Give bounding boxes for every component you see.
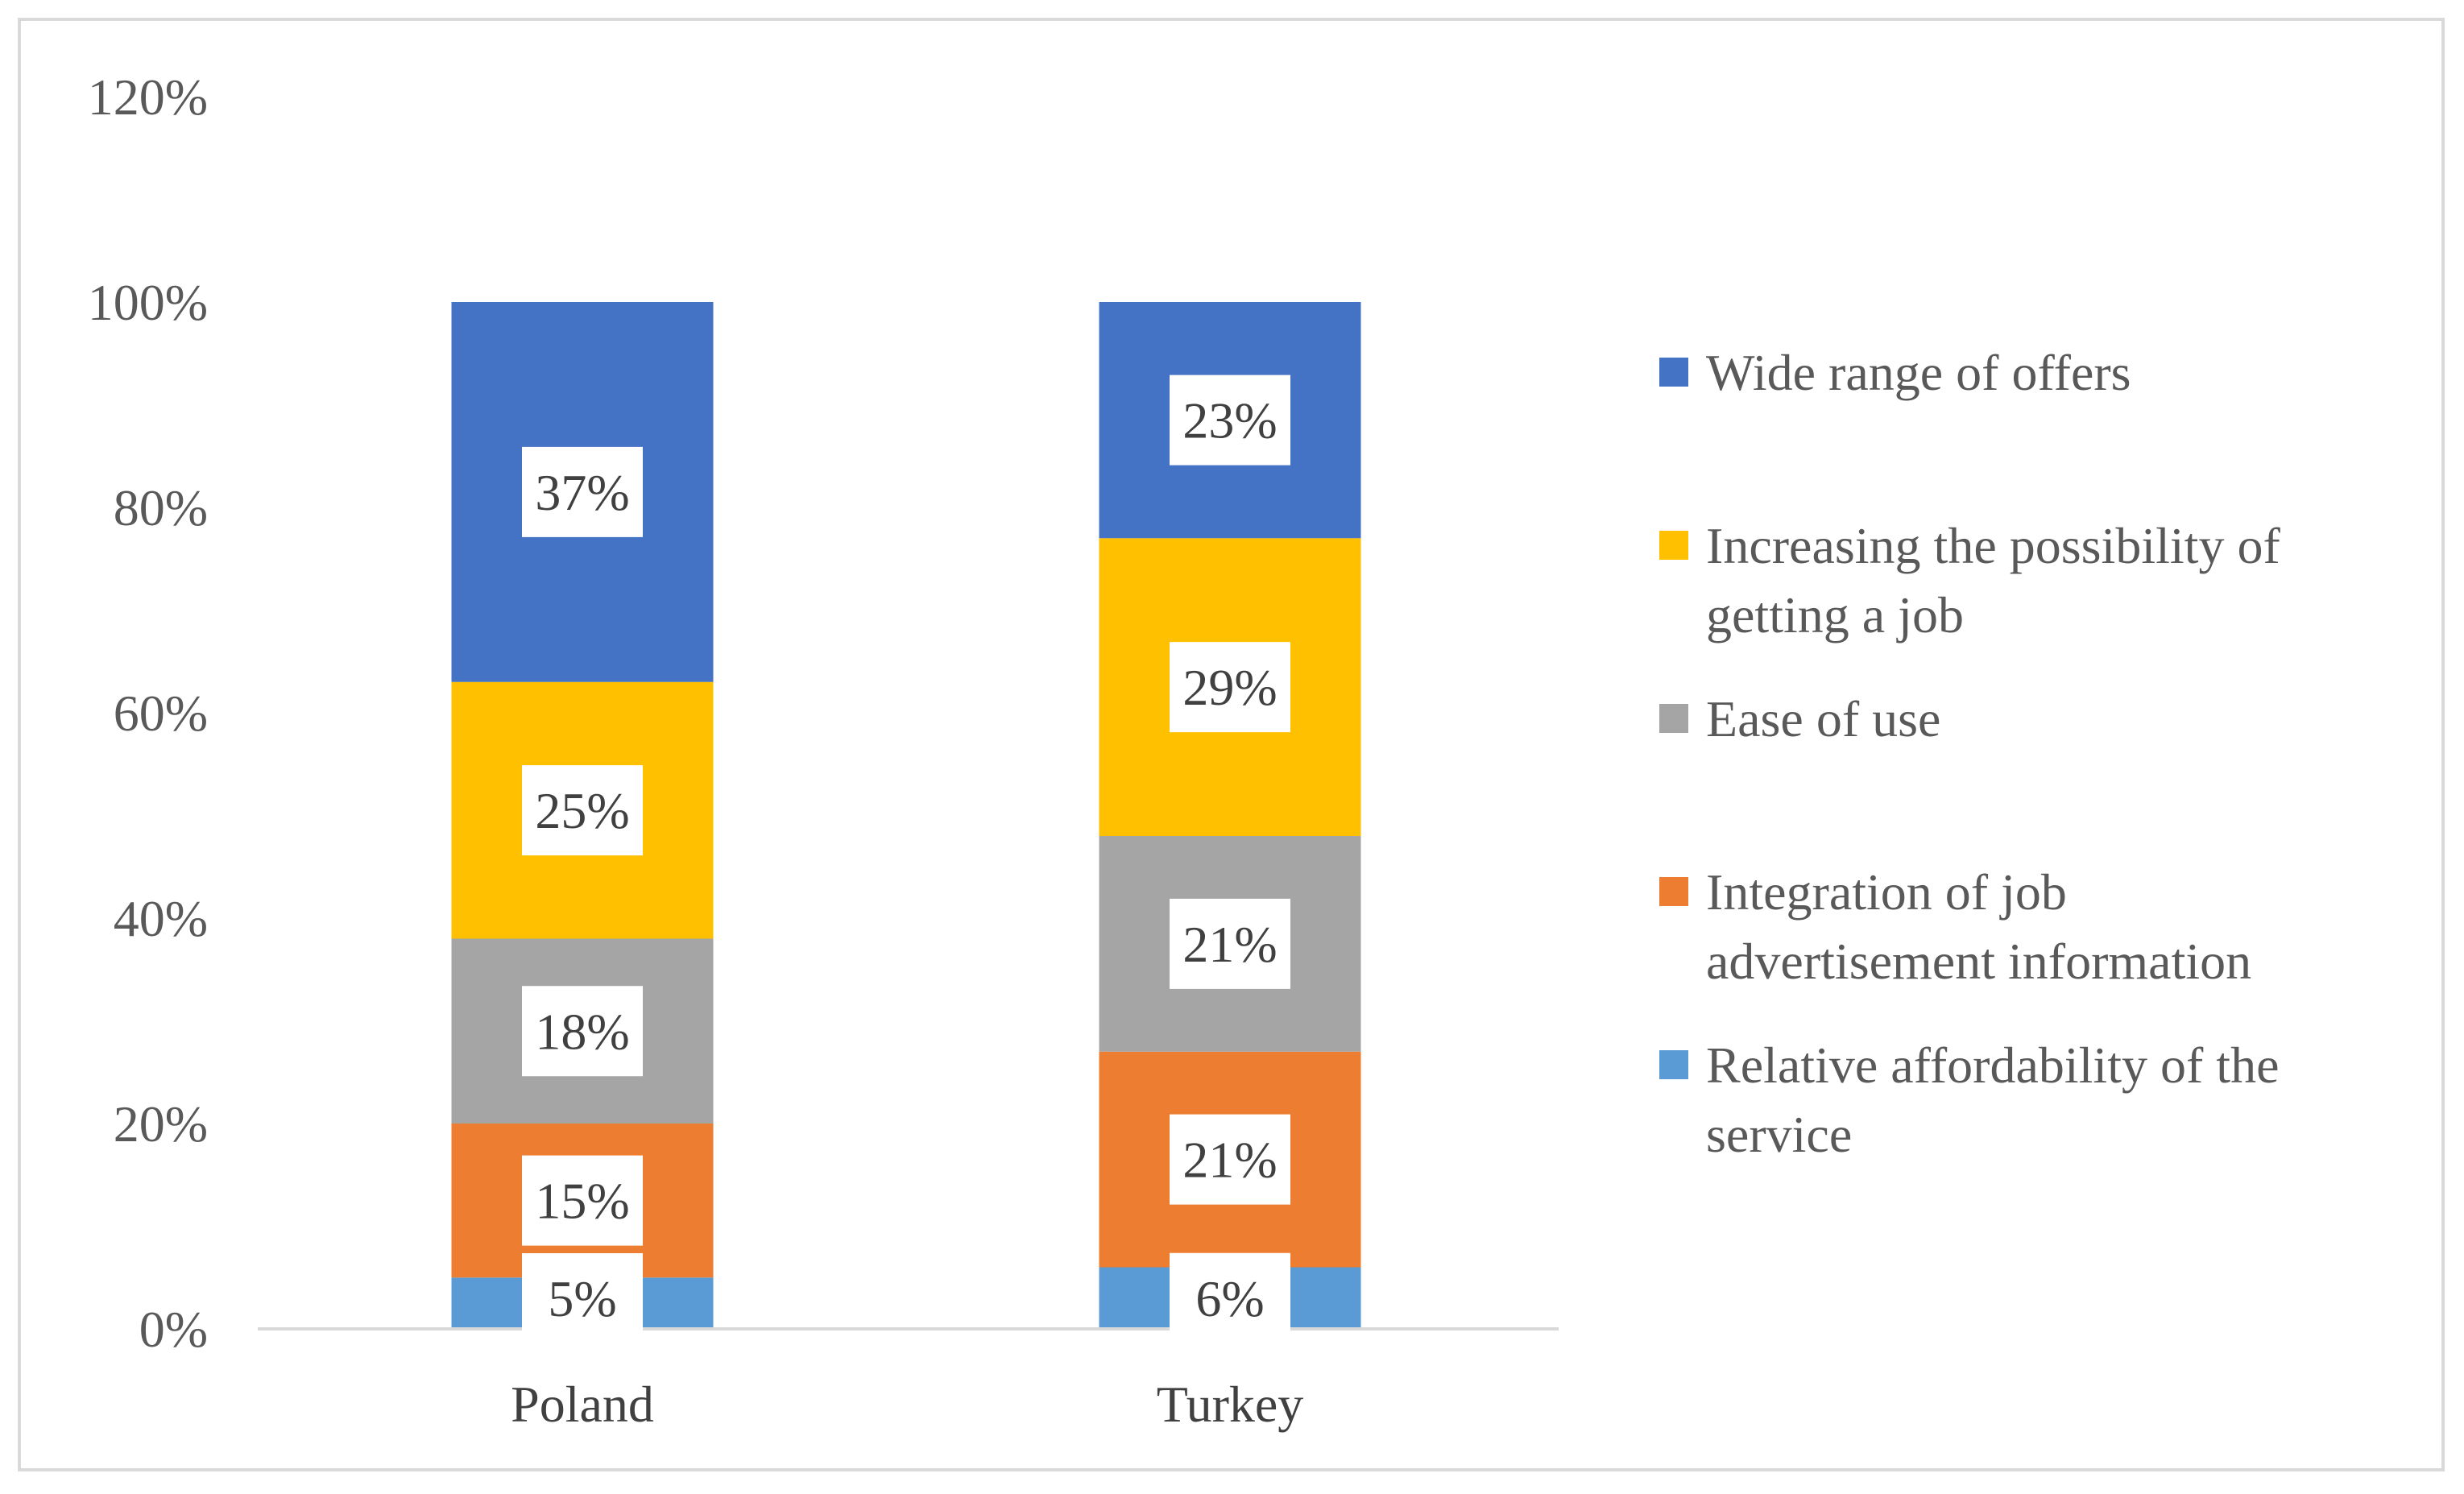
legend-marker	[1659, 877, 1688, 906]
x-category-label: Poland	[511, 1376, 654, 1433]
legend-marker	[1659, 531, 1688, 560]
data-label: 25%	[535, 782, 629, 839]
data-label: 37%	[535, 464, 629, 521]
data-label: 15%	[535, 1173, 629, 1230]
legend-label: Integration of job	[1706, 863, 2067, 921]
y-tick-label: 40%	[114, 890, 208, 947]
y-tick-label: 20%	[114, 1095, 208, 1153]
legend-label: Wide range of offers	[1706, 344, 2131, 401]
data-label-box	[522, 986, 643, 1077]
y-tick-label: 80%	[114, 479, 208, 536]
y-tick-label: 60%	[114, 685, 208, 742]
legend-label: getting a job	[1706, 586, 1964, 644]
data-label-box	[1170, 1252, 1290, 1343]
y-tick-label: 120%	[88, 68, 208, 126]
x-category-label: Turkey	[1157, 1376, 1304, 1433]
data-label-box	[1170, 375, 1290, 466]
legend-label: Increasing the possibility of	[1706, 517, 2280, 574]
data-label-box	[522, 446, 643, 537]
data-label: 6%	[1195, 1270, 1264, 1327]
data-label-box	[1170, 898, 1290, 989]
data-label: 21%	[1182, 1132, 1277, 1189]
data-label: 18%	[535, 1003, 629, 1060]
data-label: 5%	[548, 1270, 616, 1327]
legend-label: Ease of use	[1706, 690, 1940, 747]
data-label: 29%	[1182, 659, 1277, 716]
legend-marker	[1659, 358, 1688, 387]
y-tick-label: 0%	[139, 1301, 208, 1358]
legend-marker	[1659, 704, 1688, 733]
legend-marker	[1659, 1050, 1688, 1079]
data-label: 23%	[1182, 392, 1277, 449]
data-label-box	[522, 1253, 643, 1343]
legend-label: service	[1706, 1106, 1852, 1163]
data-label-box	[522, 765, 643, 856]
legend-label: Relative affordability of the	[1706, 1037, 2279, 1094]
data-label-box	[1170, 642, 1290, 733]
data-label-box	[1170, 1114, 1290, 1205]
y-tick-label: 100%	[88, 274, 208, 331]
legend-label: advertisement information	[1706, 933, 2251, 990]
data-label: 21%	[1182, 916, 1277, 973]
data-label-box	[522, 1155, 643, 1246]
